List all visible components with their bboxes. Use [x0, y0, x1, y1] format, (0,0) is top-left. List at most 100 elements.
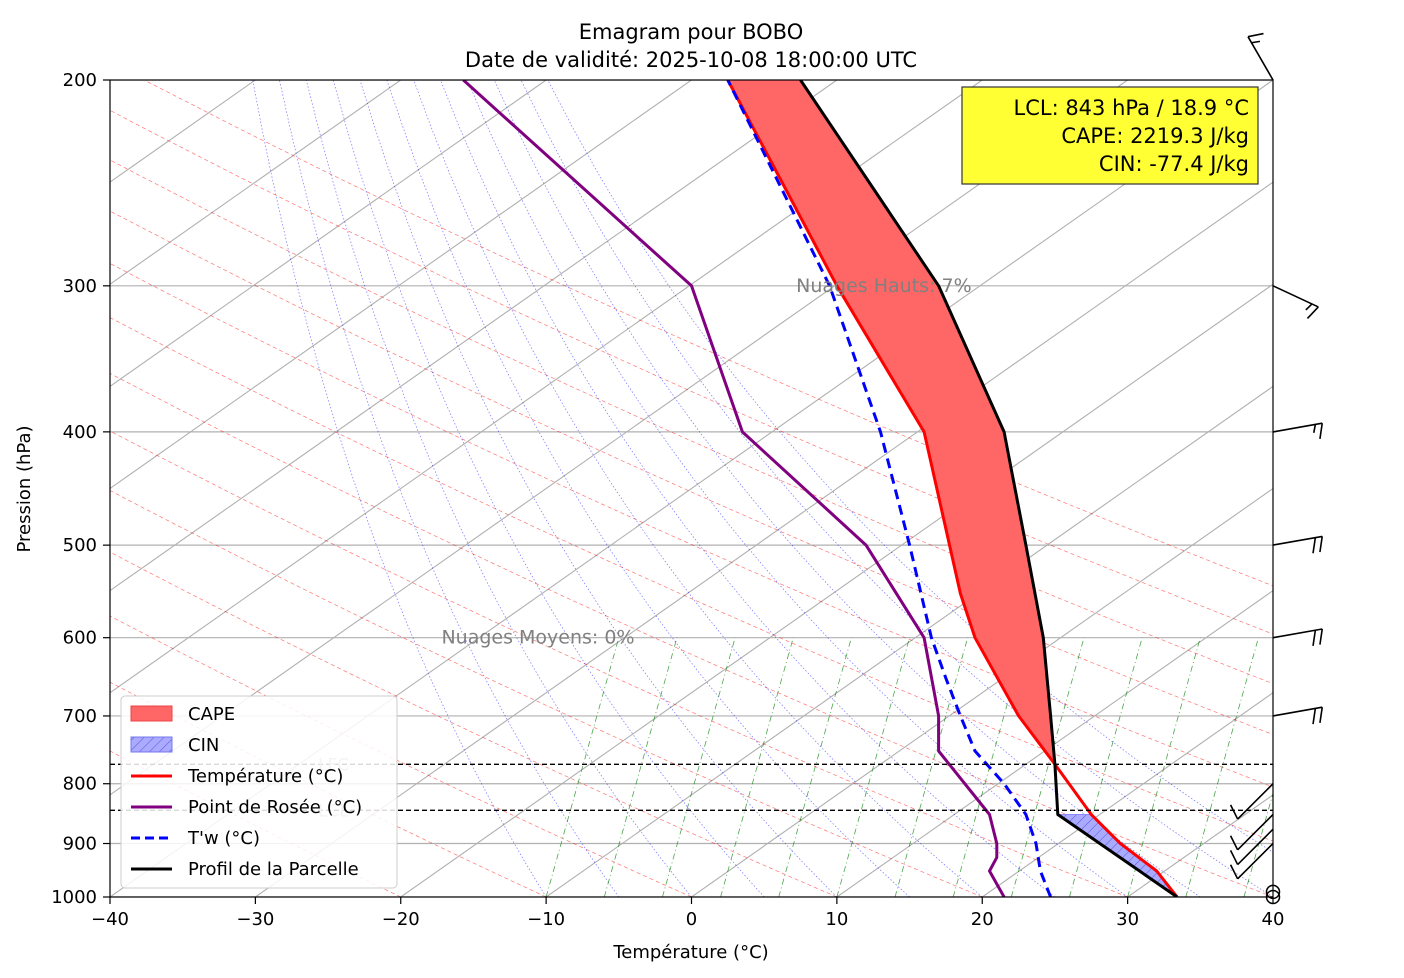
wind-barb [1272, 285, 1319, 319]
mixing-ratio-line [1127, 637, 1201, 897]
wind-barb-half-flag [1312, 424, 1317, 433]
y-tick-label: 800 [63, 774, 97, 795]
y-axis-ticks: 200 300 400 500 600 700 800 900 1000 [51, 70, 110, 908]
isotherm-line [255, 181, 1273, 897]
wind-barb-half-flag [1251, 40, 1261, 44]
dry-adiabat-line [110, 615, 692, 897]
x-tick-label: 0 [686, 909, 697, 930]
wind-barb-flag [1229, 804, 1239, 820]
dry-adiabat-line [110, 210, 1273, 735]
wind-barb-staff [1237, 842, 1274, 880]
moist-adiabat-line [386, 80, 910, 897]
x-tick-label: −10 [527, 909, 565, 930]
wind-barb-flag [1319, 707, 1324, 723]
mixing-ratio-line [1010, 637, 1085, 897]
x-tick-label: 40 [1262, 909, 1285, 930]
cloud-annotation: Nuages Hauts: 7% [796, 275, 972, 297]
y-tick-label: 1000 [51, 887, 97, 908]
dry-adiabat-line [110, 109, 1273, 635]
wind-barb-staff [1237, 783, 1274, 820]
legend-box [120, 695, 398, 889]
moist-adiabat-line [332, 80, 765, 897]
temperature-line [726, 80, 1179, 897]
wind-barb-half-flag [1305, 303, 1313, 311]
isotherm-line [110, 80, 838, 592]
moist-adiabat-line [252, 80, 547, 897]
mixing-ratio-line [603, 637, 678, 897]
isotherm-line [110, 80, 547, 388]
moist-adiabat-line [359, 80, 838, 897]
wind-barb [1229, 828, 1274, 866]
legend-label: CIN [188, 735, 219, 756]
wind-barb-staff [1237, 828, 1274, 866]
isotherm-line [110, 80, 983, 694]
info-box: LCL: 843 hPa / 18.9 °C CAPE: 2219.3 J/kg… [961, 86, 1259, 185]
dry-adiabat-line [110, 263, 1273, 788]
x-tick-label: −30 [236, 909, 274, 930]
cape-area [727, 80, 1055, 765]
moist-adiabat-line [520, 80, 1273, 897]
wind-barb [1272, 422, 1324, 439]
wind-barb-flag [1319, 423, 1324, 439]
moist-adiabat-line [466, 80, 1128, 897]
x-tick-label: −20 [382, 909, 420, 930]
wind-barb [1247, 32, 1274, 81]
wind-barb-staff [1272, 628, 1323, 639]
wind-barb [1272, 535, 1324, 554]
legend-label: Profil de la Parcelle [188, 859, 359, 880]
legend-label: CAPE [188, 704, 235, 725]
info-lcl: LCL: 843 hPa / 18.9 °C [1014, 96, 1250, 120]
wind-barb-flag [1229, 835, 1239, 851]
x-tick-label: 20 [971, 909, 994, 930]
isotherm-line [836, 589, 1273, 897]
wind-barb [1272, 628, 1324, 646]
wind-barb-staff [1272, 285, 1319, 308]
mixing-ratio-line [662, 637, 736, 897]
wind-barb [1272, 706, 1324, 725]
isotherm-line [691, 487, 1273, 897]
wind-barb-flag [1319, 536, 1324, 553]
profile-series-group [462, 80, 1179, 897]
legend-swatch-cin [130, 736, 173, 753]
wind-barb-flag [1229, 864, 1239, 880]
moist-adiabat-line [305, 80, 692, 897]
legend-label: Température (°C) [187, 766, 343, 787]
y-tick-label: 700 [63, 706, 97, 727]
dry-adiabat-line [110, 159, 1273, 685]
dry-adiabat-line [110, 551, 838, 897]
chart-subtitle: Date de validité: 2025-10-08 18:00:00 UT… [465, 48, 917, 72]
y-tick-label: 900 [63, 834, 97, 855]
wind-barb-calm [1265, 884, 1281, 900]
y-tick-label: 600 [63, 628, 97, 649]
isotherm-line [545, 385, 1273, 897]
wind-barb-flag [1312, 630, 1317, 646]
wind-barb-flag [1306, 306, 1319, 319]
cloud-annotation: Nuages Moyens: 0% [441, 627, 634, 649]
wind-barb [1229, 842, 1274, 880]
mixing-ratio-line [1185, 637, 1259, 897]
y-tick-label: 400 [63, 422, 97, 443]
isotherm-line [110, 80, 402, 285]
x-tick-label: −40 [91, 909, 129, 930]
isotherm-line [981, 692, 1273, 897]
x-axis-label: Température (°C) [612, 942, 768, 963]
wind-barb-staff [1247, 36, 1274, 81]
wind-barb [1229, 783, 1274, 820]
moist-adiabat-line [413, 80, 983, 897]
info-cin: CIN: -77.4 J/kg [1099, 152, 1249, 176]
x-axis-ticks: −40 −30 −20 −10 0 10 20 30 40 [91, 897, 1284, 930]
isotherm-line [1127, 794, 1273, 897]
y-tick-label: 300 [63, 276, 97, 297]
dry-adiabat-line [110, 317, 1273, 842]
y-tick-label: 200 [63, 70, 97, 91]
mixing-ratio-line [1243, 791, 1273, 897]
wind-barb-flag [1312, 537, 1317, 554]
y-axis-label: Pression (hPa) [14, 425, 35, 552]
mixing-ratio-line [1069, 637, 1143, 897]
isotherm-line [400, 283, 1273, 897]
wind-barb-staff [1272, 535, 1323, 546]
wind-barb-flag [1319, 628, 1324, 645]
wind-barb-flag [1229, 850, 1239, 865]
chart-title: Emagram pour BOBO [579, 20, 804, 44]
wind-barb-group [1229, 32, 1324, 905]
